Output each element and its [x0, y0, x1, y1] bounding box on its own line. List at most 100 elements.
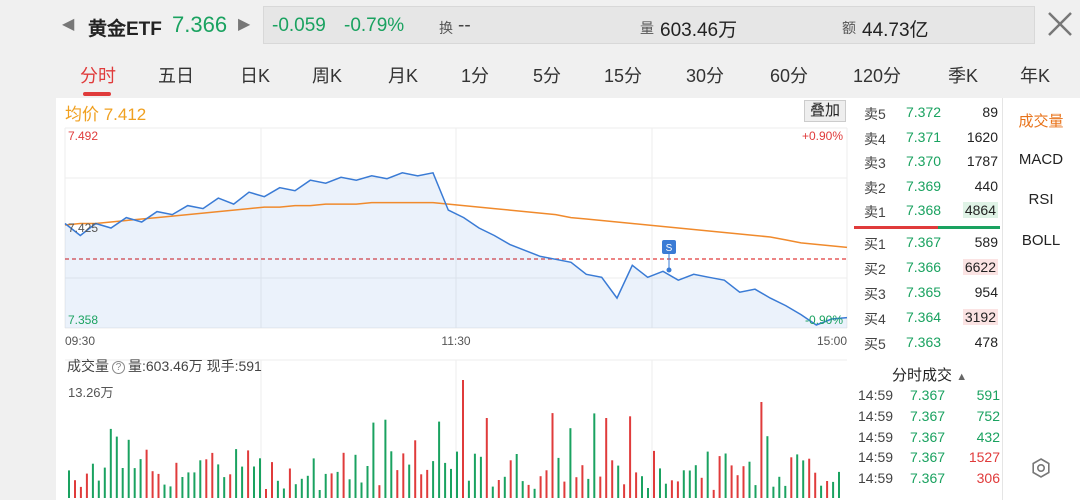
volume-bar: [109, 428, 112, 498]
volume-bars: [68, 380, 840, 498]
volume-bar: [360, 482, 363, 498]
volume-bar: [503, 476, 506, 498]
order-level-label: 买1: [864, 236, 886, 252]
tab-yearly-k[interactable]: 年K: [1020, 66, 1051, 86]
tab-5min[interactable]: 5分: [533, 66, 562, 86]
volume-bar: [515, 454, 518, 498]
price-chart[interactable]: S 7.492 7.425 7.358 +0.90% -0.90% 09:30 …: [56, 98, 852, 500]
volume-bar: [432, 461, 435, 498]
trade-price: 7.367: [910, 449, 946, 466]
chart-area[interactable]: 均价 7.412 叠加: [56, 98, 852, 500]
volume-bar: [444, 462, 447, 498]
order-level-label: 买2: [864, 261, 886, 277]
turnover-label: 换: [439, 20, 453, 36]
tab-60min[interactable]: 60分: [770, 66, 809, 86]
volume-bar: [438, 421, 441, 498]
prev-stock-icon[interactable]: ◀: [62, 16, 75, 33]
volume-bar: [372, 422, 375, 498]
order-price: 7.365: [906, 284, 942, 300]
amount-label: 额: [842, 20, 856, 36]
overlay-button[interactable]: 叠加: [804, 100, 846, 122]
help-icon[interactable]: ?: [112, 361, 125, 374]
volume-bar: [539, 476, 542, 498]
close-icon[interactable]: [1045, 8, 1075, 40]
volume-bar: [235, 449, 238, 498]
tab-120min[interactable]: 120分: [853, 66, 902, 86]
volume-title: 成交量: [67, 358, 109, 374]
volume-bar: [312, 458, 315, 498]
order-volume: 4864: [962, 202, 998, 219]
next-stock-icon[interactable]: ▶: [238, 16, 251, 33]
volume-bar: [670, 480, 673, 498]
volume-bar: [342, 452, 345, 498]
volume-bar: [718, 456, 721, 498]
volume-bar: [808, 458, 811, 498]
volume-bar: [139, 459, 142, 498]
tab-weekly-k[interactable]: 周K: [312, 66, 343, 86]
volume-bar: [742, 466, 745, 498]
volume-bar: [115, 436, 118, 498]
volume-bar: [551, 413, 554, 498]
tab-monthly-k[interactable]: 月K: [388, 66, 419, 86]
order-price: 7.369: [906, 177, 942, 194]
volume-bar: [121, 468, 124, 498]
volume-label: 量: [640, 20, 654, 36]
volume-bar: [271, 462, 273, 498]
volume-bar: [509, 460, 512, 498]
order-volume: 954: [974, 284, 998, 300]
tab-30min[interactable]: 30分: [686, 66, 725, 86]
tab-1min[interactable]: 1分: [461, 66, 490, 86]
signal-marker[interactable]: S: [662, 240, 676, 273]
tab-quarterly-k[interactable]: 季K: [948, 66, 979, 86]
tab-five-day[interactable]: 五日: [158, 66, 194, 86]
trade-volume: 591: [976, 387, 1000, 403]
volume-header: 成交量? 量:603.46万 现手:591: [67, 356, 262, 376]
tab-daily-k[interactable]: 日K: [240, 66, 271, 86]
trades-title[interactable]: 分时成交 ▲: [892, 364, 967, 385]
volume-bar: [91, 463, 94, 498]
indicator-volume[interactable]: 成交量: [1018, 113, 1064, 130]
order-book-bid-row: 买5 7.363 478: [854, 330, 1002, 355]
volume-bar: [754, 485, 757, 498]
volume-bar: [396, 470, 399, 498]
main-panel: 均价 7.412 叠加: [56, 98, 1080, 500]
volume-bar: [694, 465, 697, 498]
volume-bar: [223, 477, 226, 498]
volume-bar: [384, 419, 387, 498]
volume-bar: [599, 476, 602, 498]
indicator-boll[interactable]: BOLL: [1021, 232, 1061, 249]
order-book-ask-row: 卖3 7.370 1787: [854, 149, 1002, 174]
trade-row: 14:59 7.367 432: [854, 427, 1002, 448]
volume-bar: [491, 486, 494, 498]
volume-bar: [414, 440, 417, 498]
volume-bar: [103, 467, 106, 498]
quote-summary: -0.059 -0.79% 换 -- 量 603.46万 额 44.73亿: [263, 6, 1035, 44]
order-volume: 1620: [966, 128, 998, 145]
indicator-rsi[interactable]: RSI: [1028, 191, 1054, 208]
trade-volume: 752: [976, 407, 1000, 424]
order-book-divider-ask: [854, 226, 938, 229]
trade-volume: 1527: [968, 449, 1000, 466]
signal-marker-badge[interactable]: [662, 240, 676, 254]
volume-bar: [330, 473, 333, 498]
x-label-mid: 11:30: [441, 334, 470, 348]
tab-15min[interactable]: 15分: [604, 66, 643, 86]
volume-bar: [288, 468, 291, 498]
tab-intraday[interactable]: 分时: [80, 66, 116, 86]
signal-marker-dot: [666, 267, 672, 273]
settings-icon[interactable]: [1029, 456, 1053, 480]
trade-row: 14:59 7.367 1527: [854, 447, 1002, 468]
volume-bar: [706, 451, 709, 498]
volume-bar: [748, 461, 751, 498]
top-bar: ◀ 黄金ETF 7.366 ▶ -0.059 -0.79% 换 -- 量 603…: [0, 0, 1080, 50]
volume-bar: [832, 481, 835, 498]
trade-row: 14:59 7.367 306: [854, 468, 1002, 489]
caret-up-icon: ▲: [956, 371, 968, 383]
order-book-bid-row: 买1 7.367 589: [854, 230, 1002, 255]
order-book-divider-bid: [938, 226, 1000, 229]
indicator-macd[interactable]: MACD: [1018, 151, 1064, 168]
volume-bar: [79, 486, 82, 498]
volume-bar: [265, 489, 267, 498]
trade-time: 14:59: [858, 449, 894, 466]
order-price: 7.363: [906, 334, 942, 350]
